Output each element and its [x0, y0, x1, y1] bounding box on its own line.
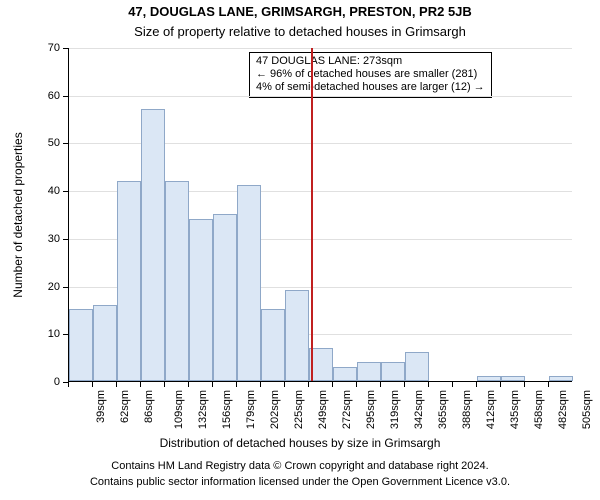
x-tick-mark — [404, 382, 405, 387]
x-tick-mark — [524, 382, 525, 387]
x-tick-mark — [92, 382, 93, 387]
x-tick-label: 365sqm — [437, 390, 449, 429]
y-tick-mark — [63, 48, 68, 49]
x-tick-label: 342sqm — [413, 390, 425, 429]
histogram-bar — [141, 109, 165, 381]
y-tick-mark — [63, 96, 68, 97]
x-tick-mark — [164, 382, 165, 387]
y-tick-mark — [63, 191, 68, 192]
y-tick-label: 20 — [38, 281, 60, 293]
chart-root: { "layout": { "width": 600, "height": 50… — [0, 0, 600, 500]
footer-line-1: Contains HM Land Registry data © Crown c… — [0, 460, 600, 472]
x-tick-mark — [356, 382, 357, 387]
y-axis-label: Number of detached properties — [11, 132, 25, 297]
x-tick-label: 319sqm — [389, 390, 401, 429]
chart-title-description: Size of property relative to detached ho… — [0, 24, 600, 39]
x-tick-label: 272sqm — [341, 390, 353, 429]
x-tick-mark — [260, 382, 261, 387]
plot-area: 47 DOUGLAS LANE: 273sqm← 96% of detached… — [68, 48, 572, 382]
x-tick-label: 435sqm — [509, 390, 521, 429]
histogram-bar — [93, 305, 117, 381]
x-tick-label: 179sqm — [245, 390, 257, 429]
histogram-bar — [549, 376, 573, 381]
y-tick-label: 50 — [38, 137, 60, 149]
grid-line — [69, 48, 572, 49]
y-tick-label: 70 — [38, 42, 60, 54]
y-tick-label: 0 — [38, 376, 60, 388]
annotation-line: 4% of semi-detached houses are larger (1… — [256, 81, 485, 94]
x-tick-mark — [212, 382, 213, 387]
histogram-bar — [165, 181, 189, 381]
histogram-bar — [213, 214, 237, 381]
x-tick-mark — [188, 382, 189, 387]
y-tick-mark — [63, 287, 68, 288]
x-tick-label: 458sqm — [533, 390, 545, 429]
y-tick-mark — [63, 143, 68, 144]
x-tick-mark — [140, 382, 141, 387]
x-tick-mark — [332, 382, 333, 387]
x-tick-label: 132sqm — [197, 390, 209, 429]
histogram-bar — [69, 309, 93, 381]
x-tick-label: 388sqm — [461, 390, 473, 429]
x-tick-mark — [380, 382, 381, 387]
x-tick-mark — [284, 382, 285, 387]
x-tick-label: 505sqm — [581, 390, 593, 429]
y-tick-mark — [63, 239, 68, 240]
histogram-bar — [405, 352, 429, 381]
y-tick-label: 10 — [38, 328, 60, 340]
grid-line — [69, 96, 572, 97]
property-marker-line — [311, 48, 313, 381]
x-tick-label: 295sqm — [365, 390, 377, 429]
x-tick-label: 412sqm — [485, 390, 497, 429]
x-tick-mark — [500, 382, 501, 387]
histogram-bar — [117, 181, 141, 381]
x-tick-label: 249sqm — [317, 390, 329, 429]
chart-title-address: 47, DOUGLAS LANE, GRIMSARGH, PRESTON, PR… — [0, 4, 600, 19]
annotation-line: 47 DOUGLAS LANE: 273sqm — [256, 55, 485, 68]
x-tick-mark — [452, 382, 453, 387]
histogram-bar — [381, 362, 405, 381]
annotation-box: 47 DOUGLAS LANE: 273sqm← 96% of detached… — [249, 52, 492, 98]
x-tick-label: 202sqm — [269, 390, 281, 429]
x-tick-mark — [68, 382, 69, 387]
x-tick-label: 62sqm — [119, 390, 131, 423]
histogram-bar — [477, 376, 501, 381]
y-tick-label: 30 — [38, 233, 60, 245]
x-tick-label: 86sqm — [143, 390, 155, 423]
histogram-bar — [333, 367, 357, 381]
x-tick-label: 482sqm — [557, 390, 569, 429]
x-tick-mark — [236, 382, 237, 387]
x-tick-label: 39sqm — [95, 390, 107, 423]
footer-line-2: Contains public sector information licen… — [0, 476, 600, 488]
histogram-bar — [261, 309, 285, 381]
annotation-line: ← 96% of detached houses are smaller (28… — [256, 68, 485, 81]
x-tick-label: 156sqm — [221, 390, 233, 429]
histogram-bar — [189, 219, 213, 381]
x-tick-label: 225sqm — [293, 390, 305, 429]
x-tick-label: 109sqm — [173, 390, 185, 429]
histogram-bar — [357, 362, 381, 381]
histogram-bar — [237, 185, 261, 381]
y-tick-mark — [63, 334, 68, 335]
x-tick-mark — [428, 382, 429, 387]
x-tick-mark — [476, 382, 477, 387]
x-tick-mark — [116, 382, 117, 387]
histogram-bar — [285, 290, 309, 381]
x-tick-mark — [308, 382, 309, 387]
x-tick-mark — [548, 382, 549, 387]
y-tick-label: 60 — [38, 90, 60, 102]
y-tick-label: 40 — [38, 185, 60, 197]
x-axis-label: Distribution of detached houses by size … — [0, 436, 600, 450]
histogram-bar — [501, 376, 525, 381]
